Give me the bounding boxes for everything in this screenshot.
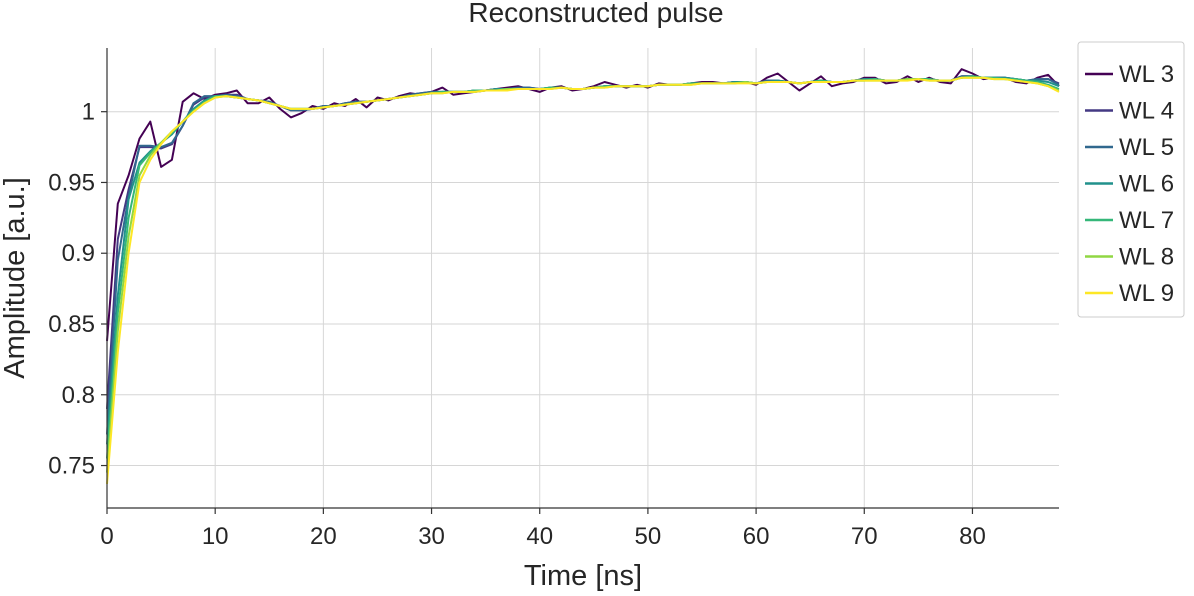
series-line-wl-4: [106, 75, 1060, 409]
legend-label: WL 4: [1119, 98, 1174, 125]
x-tick-label: 80: [959, 523, 986, 550]
y-tick-label: 0.75: [48, 453, 95, 480]
legend: WL 3 WL 4 WL 5 WL 6 WL 7 WL 8 WL 9: [1077, 41, 1185, 318]
legend-label: WL 7: [1119, 207, 1174, 234]
legend-label: WL 6: [1119, 171, 1174, 198]
x-tick-label: 40: [526, 523, 553, 550]
series-line-wl-6: [106, 75, 1060, 445]
legend-label: WL 5: [1119, 134, 1174, 161]
y-tick-label: 0.95: [48, 169, 95, 196]
grid: [107, 48, 1059, 508]
y-tick-label: 0.8: [62, 382, 95, 409]
x-tick-label: 30: [418, 523, 445, 550]
legend-items: WL 3 WL 4 WL 5 WL 6 WL 7 WL 8 WL 9: [1085, 61, 1174, 307]
x-axis-title: Time [ns]: [524, 560, 642, 592]
tick-labels: 0 10 20 30 40 50 60 70 80 0.75 0.8 0.85 0.9 0.95 1: [48, 99, 986, 550]
series-line-wl-5: [106, 75, 1060, 435]
series-line-wl-3: [106, 68, 1060, 342]
x-tick-label: 0: [100, 523, 113, 550]
series-layer: [106, 68, 1060, 484]
series-line-wl-9: [106, 76, 1060, 484]
axes: [101, 48, 1059, 514]
series-line-wl-8: [106, 76, 1060, 473]
legend-label: WL 3: [1119, 61, 1174, 88]
x-tick-label: 70: [851, 523, 878, 550]
y-tick-label: 0.9: [62, 240, 95, 267]
legend-label: WL 9: [1119, 280, 1174, 307]
y-tick-label: 0.85: [48, 311, 95, 338]
legend-label: WL 8: [1119, 244, 1174, 271]
x-tick-label: 50: [635, 523, 662, 550]
x-tick-label: 10: [202, 523, 229, 550]
y-tick-label: 1: [82, 99, 95, 126]
chart-title: Reconstructed pulse: [468, 0, 723, 28]
y-axis-title: Amplitude [a.u.]: [0, 177, 31, 379]
series-line-wl-7: [106, 75, 1060, 459]
x-tick-label: 60: [743, 523, 770, 550]
x-tick-label: 20: [310, 523, 337, 550]
